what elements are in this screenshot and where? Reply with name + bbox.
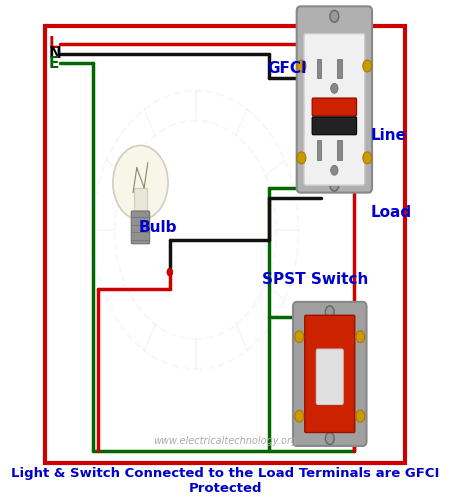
Text: www.electricaltechnology.org: www.electricaltechnology.org [153,436,297,446]
Circle shape [113,146,168,220]
Circle shape [331,166,338,175]
Circle shape [363,152,372,164]
Circle shape [295,330,304,342]
Circle shape [167,268,173,276]
Circle shape [325,306,334,318]
Bar [337,58,342,78]
Circle shape [330,179,339,191]
Circle shape [295,410,304,422]
FancyBboxPatch shape [304,34,365,185]
Text: Line: Line [370,128,406,143]
Text: L: L [49,36,58,51]
Circle shape [297,152,306,164]
Bar [317,140,321,160]
FancyBboxPatch shape [312,117,356,135]
FancyBboxPatch shape [305,316,355,432]
Bar [317,58,321,78]
FancyBboxPatch shape [293,302,366,446]
FancyBboxPatch shape [312,98,356,116]
Bar [134,188,147,215]
Circle shape [363,60,372,72]
Text: E: E [49,56,59,71]
Text: Bulb: Bulb [139,220,177,235]
Bar [337,140,342,160]
Circle shape [330,10,339,22]
Circle shape [325,432,334,444]
FancyBboxPatch shape [297,6,372,192]
Text: Load: Load [370,205,411,220]
Text: SPST Switch: SPST Switch [262,272,368,287]
Text: Light & Switch Connected to the Load Terminals are GFCI Protected: Light & Switch Connected to the Load Ter… [11,466,439,494]
Text: GFCI: GFCI [267,61,307,76]
FancyBboxPatch shape [131,211,150,244]
Circle shape [331,84,338,94]
Circle shape [356,330,364,342]
Circle shape [356,410,364,422]
Text: N: N [49,46,61,61]
Circle shape [297,60,306,72]
FancyBboxPatch shape [316,349,343,405]
